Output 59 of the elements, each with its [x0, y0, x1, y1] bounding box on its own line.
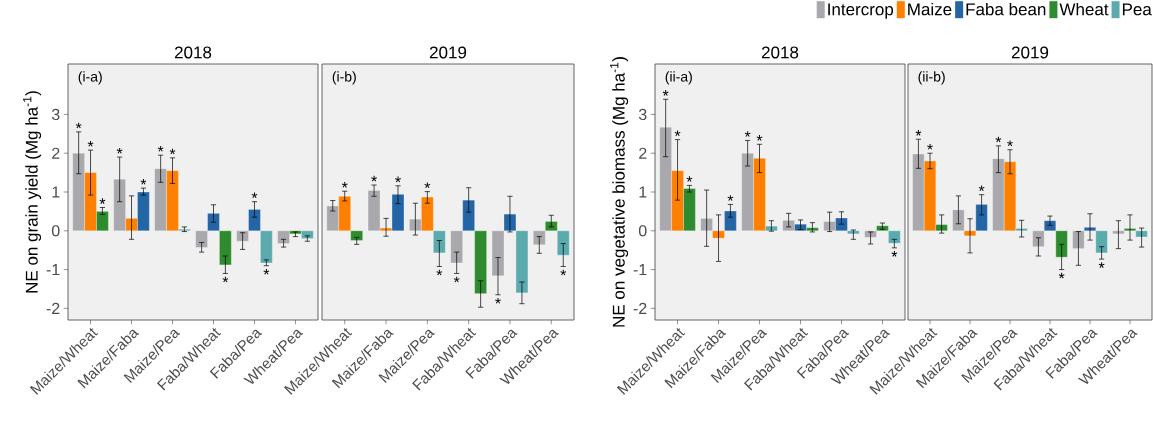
data-label: * — [222, 276, 229, 283]
legend-label: Faba bean — [966, 2, 1046, 16]
data-label: * — [1007, 140, 1013, 147]
chart-title: 2018 — [761, 46, 799, 59]
data-label: * — [263, 268, 270, 275]
data-label: * — [341, 182, 348, 188]
data-label: * — [662, 90, 669, 96]
data-label: * — [251, 192, 258, 199]
legend-label: Intercrop — [828, 3, 894, 19]
y-tick-label: 0 — [51, 225, 60, 237]
annotation: (i-a) — [78, 71, 102, 85]
data-label: * — [436, 269, 443, 276]
y-tick-label: 1 — [52, 186, 60, 198]
annotation: (ii-a) — [665, 71, 692, 85]
legend-label: Pea — [1122, 3, 1152, 16]
data-label: * — [756, 135, 763, 141]
annotation: (i-b) — [332, 71, 356, 85]
y-tick-label: 0 — [638, 225, 647, 237]
data-label: * — [727, 195, 734, 201]
y-tick-label: 2 — [639, 147, 647, 159]
y-tick-label: -1 — [46, 264, 60, 276]
legend-label: Wheat — [1059, 2, 1109, 16]
chart-title: 2019 — [1011, 46, 1049, 59]
data-label: * — [674, 130, 681, 137]
data-label: * — [1098, 262, 1105, 268]
data-label: * — [371, 175, 377, 182]
data-label: * — [978, 185, 985, 192]
legend-label: Maize — [908, 2, 952, 16]
y-tick-label: 1 — [639, 186, 647, 198]
data-label: * — [99, 198, 106, 204]
data-label: * — [495, 297, 501, 304]
y-tick-label: -2 — [633, 302, 647, 314]
chart-title: 2019 — [429, 46, 467, 59]
y-tick-label: 3 — [638, 108, 647, 121]
data-label: * — [75, 122, 82, 129]
data-label: * — [116, 147, 123, 154]
data-label: * — [686, 176, 693, 182]
data-label: * — [395, 176, 401, 183]
y-tick-label: 2 — [52, 147, 60, 159]
data-label: * — [453, 276, 460, 283]
data-label: * — [927, 144, 933, 150]
y-tick-label: -2 — [46, 302, 60, 314]
data-label: * — [744, 131, 751, 137]
data-label: * — [560, 269, 567, 276]
data-label: * — [424, 182, 431, 189]
data-label: * — [915, 130, 922, 136]
data-label: * — [169, 148, 176, 155]
y-axis-title: NE on vegetative biomass (Mg ha$^{-1}$) — [610, 57, 629, 327]
chart-title: 2018 — [174, 46, 212, 59]
y-axis-title: NE on grain yield (Mg ha$^{-1}$) — [23, 91, 42, 293]
annotation: (ii-b) — [918, 71, 945, 85]
y-tick-label: 3 — [51, 108, 60, 121]
data-label: * — [157, 145, 164, 152]
data-label: * — [891, 251, 898, 257]
data-label: * — [140, 178, 147, 185]
data-label: * — [1058, 272, 1065, 279]
data-label: * — [995, 136, 1002, 143]
y-tick-label: -1 — [633, 264, 647, 276]
data-label: * — [87, 140, 94, 147]
